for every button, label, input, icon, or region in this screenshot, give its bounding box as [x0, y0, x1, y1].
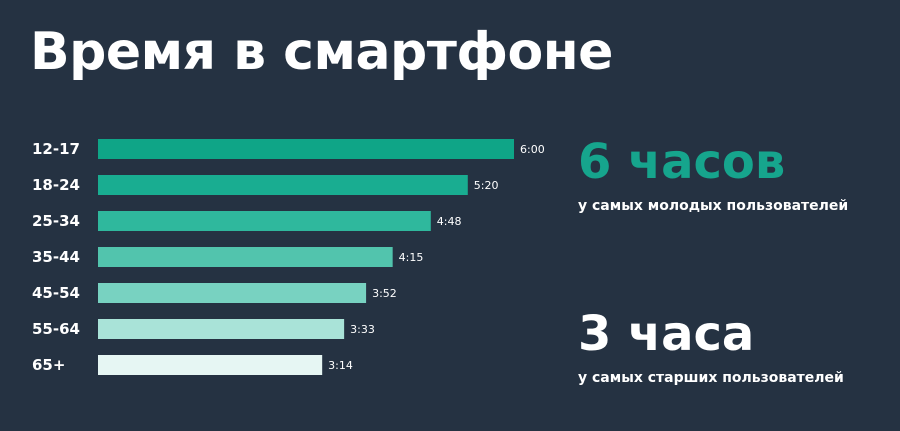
bar [98, 247, 393, 267]
category-label: 18-24 [32, 176, 80, 194]
bar [98, 319, 345, 339]
category-label: 12-17 [32, 140, 80, 158]
category-label: 35-44 [32, 248, 80, 266]
category-label: 45-54 [32, 284, 80, 302]
stat-oldest-value: 3 часа [578, 306, 755, 362]
chart-title: Время в смартфоне [30, 22, 613, 82]
value-label: 6:00 [520, 143, 545, 156]
value-label: 3:33 [350, 323, 375, 336]
category-label: 25-34 [32, 212, 80, 230]
stat-oldest-caption: у самых старших пользователей [578, 370, 844, 386]
category-label: 55-64 [32, 320, 80, 338]
bar [98, 283, 367, 303]
value-label: 3:52 [372, 287, 397, 300]
bar [98, 139, 514, 159]
stat-oldest: 3 часа у самых старших пользователей [578, 310, 844, 386]
value-label: 4:15 [399, 251, 424, 264]
stat-youngest-value: 6 часов [578, 134, 786, 190]
stat-youngest-caption: у самых молодых пользователей [578, 198, 849, 214]
bar [98, 175, 468, 195]
value-label: 5:20 [474, 179, 499, 192]
category-label: 65+ [32, 356, 65, 374]
stat-youngest: 6 часов у самых молодых пользователей [578, 138, 848, 214]
bar [98, 355, 323, 375]
bar [98, 211, 431, 231]
value-label: 4:48 [437, 215, 462, 228]
value-label: 3:14 [328, 359, 353, 372]
